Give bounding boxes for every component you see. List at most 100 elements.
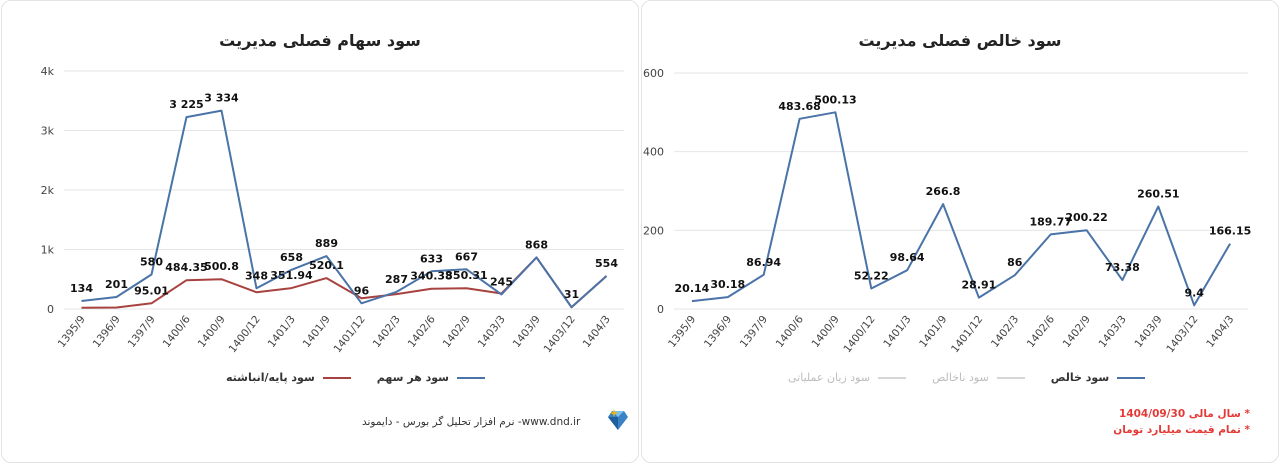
data-label: 500.13: [814, 93, 856, 106]
legend-item-base[interactable]: سود پایه/انباشته: [226, 371, 351, 384]
y-tick-label: 1k: [41, 244, 55, 257]
y-tick-label: 4k: [41, 65, 55, 78]
data-label: 350.31: [445, 269, 487, 282]
y-tick-label: 400: [643, 146, 664, 159]
y-tick-label: 0: [657, 303, 664, 316]
x-tick-label: 1396/9: [702, 313, 734, 350]
legend-label-operating-profit: سود زیان عملیاتی: [788, 371, 871, 384]
data-label: 200.22: [1065, 211, 1107, 224]
left-chart-legend: سود هر سهم سود پایه/انباشته: [226, 371, 485, 384]
right-chart-title: سود خالص فصلی مدیریت: [858, 31, 1062, 50]
legend-label-net-profit: سود خالص: [1050, 371, 1110, 384]
legend-label-eps: سود هر سهم: [376, 371, 449, 384]
data-label: 73.38: [1105, 261, 1140, 274]
data-label: 201: [105, 278, 128, 291]
right-chart-panel: سود خالص فصلی مدیریت 0 200 400 600 1395/9 139…: [641, 0, 1279, 463]
x-tick-label: 1403/9: [511, 313, 543, 350]
data-label: 868: [525, 238, 548, 251]
x-tick-label: 1402/9: [441, 313, 473, 350]
x-tick-label: 1401/3: [266, 313, 298, 350]
right-chart-legend: سود خالص سود ناخالص سود زیان عملیاتی: [788, 371, 1146, 384]
x-tick-label: 1402/6: [1025, 313, 1057, 350]
x-tick-label: 1396/9: [91, 313, 123, 350]
data-label: 340.38: [410, 270, 452, 283]
legend-label-gross-profit: سود ناخالص: [932, 371, 989, 384]
legend-item-gross-profit[interactable]: سود ناخالص: [932, 371, 1025, 384]
legend-swatch-gross-profit: [996, 376, 1025, 379]
data-label: 266.8: [926, 185, 961, 198]
diamond-logo-icon: [608, 409, 628, 430]
x-tick-label: 1403/12: [1164, 313, 1200, 355]
data-label: 348: [245, 269, 268, 282]
data-label: 260.51: [1137, 188, 1179, 201]
x-tick-label: 1403/3: [1097, 313, 1129, 350]
x-tick-label: 1401/12: [332, 313, 368, 355]
y-tick-label: 200: [643, 224, 664, 237]
data-label: 554: [595, 257, 618, 270]
x-tick-label: 1400/6: [774, 313, 806, 350]
x-tick-label: 1401/12: [949, 313, 985, 355]
x-tick-label: 1395/9: [666, 313, 698, 350]
legend-label-base: سود پایه/انباشته: [226, 371, 315, 384]
data-label: 287: [385, 273, 408, 286]
data-label: 52.22: [854, 269, 889, 282]
data-label: 134: [70, 282, 93, 295]
legend-item-operating-profit[interactable]: سود زیان عملیاتی: [788, 371, 907, 384]
legend-swatch-eps: [456, 376, 485, 379]
x-tick-label: 1400/6: [161, 313, 193, 350]
y-tick-label: 2k: [41, 184, 55, 197]
left-chart-panel: سود سهام فصلی مدیریت 0 1k 2k 3k 4k 1395/9 1396…: [1, 0, 639, 463]
data-label: 658: [280, 251, 303, 264]
series-line: [81, 109, 608, 309]
data-label: 580: [140, 255, 163, 268]
x-tick-label: 1402/6: [406, 313, 438, 350]
legend-item-net-profit[interactable]: سود خالص: [1050, 371, 1146, 384]
legend-swatch-net-profit: [1117, 376, 1146, 379]
data-label: 86: [1007, 256, 1023, 269]
data-label: 500.8: [204, 260, 239, 273]
note-units: * تمام قیمت میلیارد تومان: [1113, 424, 1250, 436]
x-tick-label: 1402/9: [1061, 313, 1093, 350]
x-tick-label: 1401/3: [881, 313, 913, 350]
x-tick-label: 1397/9: [126, 313, 158, 350]
data-label: 30.18: [710, 278, 745, 291]
x-tick-label: 1404/3: [1204, 313, 1236, 350]
data-label: 20.14: [675, 282, 710, 295]
x-tick-label: 1402/3: [371, 313, 403, 350]
data-label: 166.15: [1209, 225, 1251, 238]
data-label: 86.94: [746, 256, 781, 269]
x-tick-label: 1397/9: [738, 313, 770, 350]
data-label: 633: [420, 252, 443, 265]
data-label: 351.94: [270, 269, 313, 282]
x-tick-label: 1403/12: [542, 313, 578, 355]
data-label: 483.68: [778, 100, 820, 113]
legend-item-eps[interactable]: سود هر سهم: [377, 371, 485, 384]
series-line: [691, 111, 1231, 307]
x-tick-label: 1403/9: [1132, 313, 1164, 350]
data-label: 28.91: [962, 279, 997, 292]
data-label: 31: [564, 288, 579, 301]
x-tick-label: 1400/9: [810, 313, 842, 350]
data-label: 484.35: [165, 261, 207, 274]
data-label: 95.01: [134, 284, 169, 297]
x-tick-label: 1403/3: [476, 313, 508, 350]
notes-block: * سال مالی 1404/09/30 * تمام قیمت میلیار…: [1113, 406, 1250, 438]
y-tick-label: 0: [47, 303, 54, 316]
data-label: 667: [455, 250, 478, 263]
y-tick-label: 3k: [41, 125, 55, 138]
data-label: 520.1: [309, 259, 344, 272]
data-label: 3 225: [169, 98, 203, 111]
left-chart-title: سود سهام فصلی مدیریت: [219, 31, 421, 50]
data-label: 9.4: [1184, 286, 1204, 299]
data-label: 245: [490, 275, 513, 288]
data-label: 189.77: [1029, 215, 1071, 228]
y-tick-label: 600: [643, 67, 664, 80]
right-line-chart: 0 200 400 600 1395/9 1396/9 1397/9 1400/6 1400/9…: [643, 67, 1251, 355]
x-tick-label: 1395/9: [56, 313, 88, 350]
x-tick-label: 1400/9: [196, 313, 228, 350]
data-label: 96: [354, 284, 370, 297]
footer-attribution: www.dnd.ir- نرم افزار تحلیل گر بورس - دا…: [362, 416, 581, 428]
note-fiscal-year: * سال مالی 1404/09/30: [1119, 408, 1250, 420]
left-line-chart: 0 1k 2k 3k 4k 1395/9 1396/9 1397/9 1400/6 1400/9 1…: [41, 65, 624, 355]
legend-swatch-operating-profit: [878, 376, 907, 379]
